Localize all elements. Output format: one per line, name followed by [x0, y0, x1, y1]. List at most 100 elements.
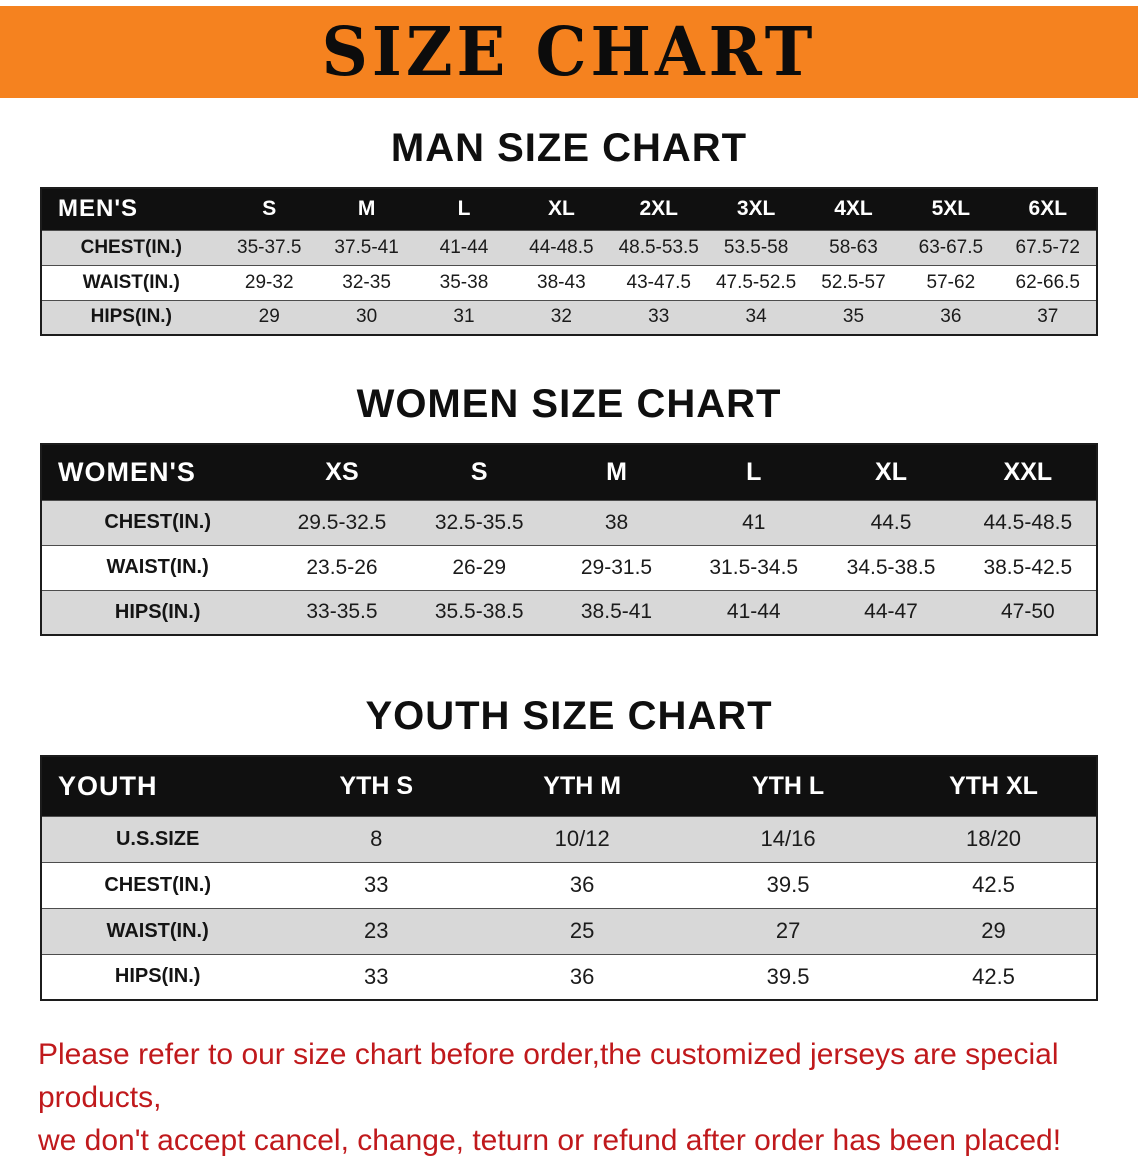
size-cell: 29.5-32.5 — [273, 500, 411, 545]
size-cell: 32-35 — [342, 271, 391, 293]
women-hips-row: HIPS(IN.) 33-35.5 35.5-38.5 38.5-41 41-4… — [41, 590, 1097, 635]
row-label: U.S.SIZE — [41, 816, 274, 862]
size-cell: 29-31.5 — [580, 555, 653, 579]
youth-header-row: YOUTH YTH S YTH M YTH L YTH XL — [41, 756, 1097, 816]
youth-waist-row: WAIST(IN.) 23 25 27 29 — [41, 908, 1097, 954]
women-col-header: L — [746, 457, 762, 486]
youth-section-heading: YOUTH SIZE CHART — [365, 694, 773, 738]
row-label: WAIST(IN.) — [106, 556, 209, 578]
size-cell: 23.5-26 — [306, 555, 378, 579]
women-header-row: WOMEN'S XS S M L XL XXL — [41, 444, 1097, 500]
disclaimer: Please refer to our size chart before or… — [38, 1033, 1100, 1162]
youth-col-header: YTH XL — [949, 771, 1038, 800]
youth-hips-row: HIPS(IN.) 33 36 39.5 42.5 — [41, 954, 1097, 1000]
size-cell: 35.5-38.5 — [410, 590, 548, 635]
size-cell: 39.5 — [766, 872, 810, 897]
size-cell: 30 — [317, 300, 416, 335]
size-cell: 41 — [685, 500, 823, 545]
women-waist-row: WAIST(IN.) 23.5-26 26-29 29-31.5 31.5-34… — [41, 545, 1097, 590]
size-cell: 44.5 — [822, 500, 960, 545]
youth-size-table: YOUTH YTH S YTH M YTH L YTH XL U.S.SIZE … — [40, 755, 1098, 1001]
size-cell: 62-66.5 — [1015, 271, 1080, 293]
row-label: CHEST(IN.) — [41, 230, 221, 265]
size-cell: 42.5 — [972, 963, 1015, 989]
size-cell: 36 — [902, 300, 1000, 335]
size-cell: 32 — [512, 300, 611, 335]
youth-ussize-row: U.S.SIZE 8 10/12 14/16 18/20 — [41, 816, 1097, 862]
size-cell: 63-67.5 — [902, 230, 1000, 265]
size-cell: 57-62 — [926, 271, 976, 293]
youth-chest-row: CHEST(IN.) 33 36 39.5 42.5 — [41, 862, 1097, 908]
size-cell: 26-29 — [452, 555, 507, 579]
size-cell: 38-43 — [537, 271, 586, 293]
size-cell: 29-32 — [244, 271, 294, 293]
size-cell: 27 — [685, 908, 892, 954]
banner-title: SIZE CHART — [321, 12, 817, 92]
women-size-table: WOMEN'S XS S M L XL XXL CHEST(IN.) 29.5-… — [40, 443, 1098, 636]
size-cell: 10/12 — [479, 816, 686, 862]
disclaimer-line-1: Please refer to our size chart before or… — [38, 1038, 1059, 1114]
size-cell: 35-38 — [439, 271, 489, 293]
size-cell: 36 — [569, 872, 595, 897]
men-col-header: M — [357, 197, 376, 221]
size-cell: 33 — [364, 872, 389, 897]
size-cell: 33-35.5 — [273, 590, 411, 635]
size-cell: 32.5-35.5 — [410, 500, 548, 545]
men-table-corner-label: MEN'S — [58, 195, 139, 223]
size-cell: 43-47.5 — [626, 271, 691, 293]
men-hips-row: HIPS(IN.) 29 30 31 32 33 34 35 36 37 — [41, 300, 1097, 335]
women-col-header: XS — [325, 457, 359, 486]
women-col-header: S — [470, 457, 488, 486]
men-col-header: 5XL — [931, 197, 971, 221]
size-cell: 42.5 — [972, 872, 1015, 897]
size-cell: 44-48.5 — [512, 230, 611, 265]
size-cell: 31.5-34.5 — [709, 555, 799, 579]
size-chart-banner: SIZE CHART — [0, 6, 1138, 98]
size-cell: 38.5-42.5 — [983, 555, 1073, 579]
women-col-header: XL — [875, 457, 907, 486]
men-col-header: 4XL — [834, 197, 873, 221]
size-cell: 8 — [273, 816, 480, 862]
row-label: CHEST(IN.) — [41, 500, 274, 545]
size-cell: 18/20 — [891, 816, 1097, 862]
men-chest-row: CHEST(IN.) 35-37.5 37.5-41 41-44 44-48.5… — [41, 230, 1097, 265]
row-label: WAIST(IN.) — [82, 271, 180, 293]
youth-table-corner-label: YOUTH — [58, 770, 158, 801]
youth-col-header: YTH L — [751, 771, 825, 800]
men-col-header: L — [457, 197, 471, 221]
size-cell: 38 — [547, 500, 686, 545]
size-cell: 38.5-41 — [547, 590, 686, 635]
men-col-header: XL — [547, 197, 575, 221]
size-cell: 41-44 — [685, 590, 823, 635]
size-cell: 35 — [804, 300, 903, 335]
men-col-header: S — [262, 197, 277, 221]
men-section-heading: MAN SIZE CHART — [390, 126, 748, 170]
size-cell: 39.5 — [766, 963, 810, 989]
men-size-table: MEN'S S M L XL 2XL 3XL 4XL 5XL 6XL CHEST… — [40, 187, 1098, 336]
size-cell: 52.5-57 — [821, 271, 886, 293]
size-cell: 44.5-48.5 — [959, 500, 1097, 545]
size-cell: 53.5-58 — [707, 230, 805, 265]
women-col-header: M — [606, 457, 627, 486]
women-table-corner-label: WOMEN'S — [58, 456, 196, 487]
men-col-header: 3XL — [736, 197, 776, 221]
size-cell: 48.5-53.5 — [610, 230, 708, 265]
size-cell: 58-63 — [804, 230, 903, 265]
size-cell: 25 — [479, 908, 686, 954]
row-label: CHEST(IN.) — [104, 873, 211, 896]
size-cell: 47.5-52.5 — [715, 271, 797, 293]
size-cell: 35-37.5 — [220, 230, 318, 265]
size-cell: 23 — [273, 908, 480, 954]
men-header-row: MEN'S S M L XL 2XL 3XL 4XL 5XL 6XL — [41, 188, 1097, 230]
women-chest-row: CHEST(IN.) 29.5-32.5 32.5-35.5 38 41 44.… — [41, 500, 1097, 545]
size-cell: 29 — [220, 300, 318, 335]
size-cell: 47-50 — [959, 590, 1097, 635]
size-cell: 29 — [891, 908, 1097, 954]
women-section: WOMEN SIZE CHART WOMEN'S XS S M L XL XXL… — [0, 382, 1138, 636]
row-label: HIPS(IN.) — [114, 965, 201, 988]
size-cell: 36 — [569, 963, 595, 989]
size-cell: 34.5-38.5 — [846, 555, 936, 579]
women-col-header: XXL — [1003, 457, 1053, 486]
size-cell: 37.5-41 — [317, 230, 416, 265]
row-label: HIPS(IN.) — [41, 300, 221, 335]
